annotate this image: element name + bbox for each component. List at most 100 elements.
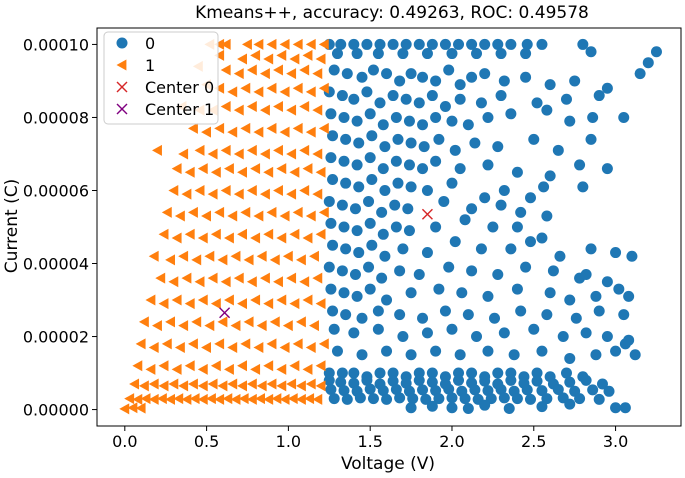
data-point xyxy=(354,392,366,404)
data-point xyxy=(286,378,297,390)
data-point xyxy=(459,393,471,405)
data-point xyxy=(327,305,339,317)
data-point xyxy=(286,188,297,200)
data-point xyxy=(394,75,406,87)
data-point xyxy=(413,374,425,386)
data-point xyxy=(560,93,572,105)
data-point xyxy=(233,68,244,80)
data-point xyxy=(327,174,339,186)
data-point xyxy=(327,239,339,251)
data-point xyxy=(454,349,466,361)
data-point xyxy=(168,378,179,390)
data-point xyxy=(515,206,527,218)
data-point xyxy=(508,349,520,361)
data-point xyxy=(263,298,274,310)
data-point xyxy=(323,195,335,207)
data-point xyxy=(413,38,425,50)
series-center-1 xyxy=(219,307,231,319)
data-point xyxy=(443,383,455,395)
legend: 0 1 Center 0 Center 1 xyxy=(103,31,219,125)
data-point xyxy=(340,243,352,255)
data-point xyxy=(417,384,429,396)
data-point xyxy=(309,250,319,262)
data-point xyxy=(286,68,297,80)
data-point xyxy=(171,294,182,306)
data-point xyxy=(253,38,264,50)
data-point xyxy=(220,101,231,113)
data-point xyxy=(351,225,363,237)
data-point xyxy=(214,38,225,50)
data-point xyxy=(421,208,433,220)
data-point xyxy=(227,378,238,390)
data-point xyxy=(173,393,184,405)
data-point xyxy=(585,243,597,255)
data-point xyxy=(312,104,323,116)
data-point xyxy=(515,305,527,317)
data-point xyxy=(237,228,247,240)
data-point xyxy=(596,378,608,390)
data-point xyxy=(289,360,300,372)
data-point xyxy=(266,206,277,218)
data-point xyxy=(230,250,241,262)
data-point xyxy=(570,312,582,324)
data-point xyxy=(462,402,474,414)
data-point xyxy=(227,86,238,98)
data-point xyxy=(197,380,208,392)
data-point xyxy=(312,393,323,405)
data-point xyxy=(217,254,228,266)
data-point xyxy=(374,97,386,109)
data-point-stroke-b xyxy=(219,307,231,319)
data-point xyxy=(405,349,417,361)
legend-item: Center 1 xyxy=(116,100,214,119)
data-point xyxy=(237,360,247,372)
data-point xyxy=(266,338,277,350)
data-point xyxy=(557,331,569,343)
data-point xyxy=(178,148,189,160)
data-point xyxy=(364,152,376,164)
data-point xyxy=(237,380,247,392)
data-point xyxy=(299,101,310,113)
data-point xyxy=(318,206,329,218)
data-point xyxy=(299,64,310,76)
data-point xyxy=(525,393,537,405)
data-point xyxy=(188,338,198,350)
data-point xyxy=(289,298,300,310)
data-point xyxy=(536,38,548,50)
data-point xyxy=(351,115,363,127)
data-point xyxy=(482,290,494,302)
data-point xyxy=(446,115,458,127)
data-point xyxy=(259,188,270,200)
data-point xyxy=(479,399,491,411)
data-point xyxy=(246,276,257,288)
data-point xyxy=(340,177,352,189)
data-point xyxy=(214,122,225,134)
data-point xyxy=(256,320,267,332)
data-point xyxy=(466,71,478,83)
data-point xyxy=(276,294,287,306)
data-point xyxy=(520,48,532,60)
data-point xyxy=(295,254,306,266)
data-point xyxy=(544,170,556,182)
data-point xyxy=(390,111,402,123)
data-point xyxy=(269,254,280,266)
data-point xyxy=(479,38,491,50)
data-point xyxy=(353,137,365,149)
data-point xyxy=(421,48,433,60)
data-point xyxy=(505,38,517,50)
data-point xyxy=(421,247,433,259)
data-point xyxy=(456,287,468,299)
data-point xyxy=(155,272,166,284)
data-point xyxy=(492,367,504,379)
data-point xyxy=(286,272,297,284)
data-point xyxy=(220,184,231,196)
data-point xyxy=(574,159,586,171)
data-point xyxy=(315,298,326,310)
data-point xyxy=(439,101,451,113)
data-point xyxy=(250,363,261,375)
data-point xyxy=(544,79,556,91)
data-point xyxy=(618,111,630,123)
data-point xyxy=(207,188,218,200)
data-point xyxy=(376,272,388,284)
data-point xyxy=(379,250,391,262)
